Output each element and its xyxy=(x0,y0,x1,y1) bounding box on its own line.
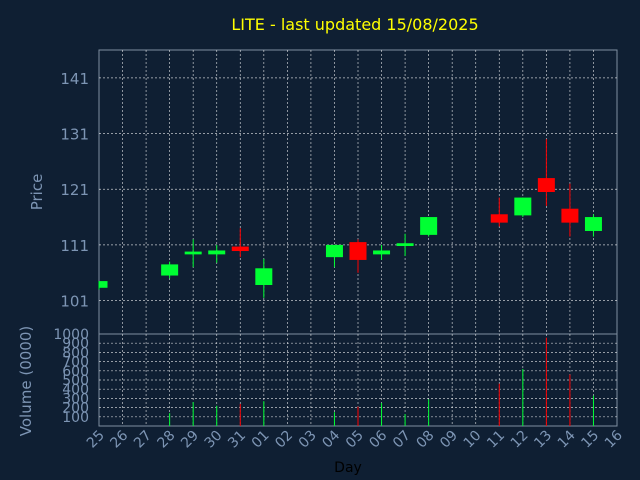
price-tick-label: 131 xyxy=(60,126,89,144)
candle-body xyxy=(561,208,579,223)
x-axis-label: Day xyxy=(334,460,362,476)
x-tick-label: 10 xyxy=(461,428,485,452)
volume-tick-label: 200 xyxy=(62,401,89,417)
volume-tick-label: 100 xyxy=(62,410,89,426)
volume-tick-label: 700 xyxy=(62,355,89,371)
candle-body xyxy=(584,217,602,231)
volume-tick-label: 800 xyxy=(62,345,89,361)
candle-body xyxy=(208,250,226,255)
volume-tick-label: 600 xyxy=(62,364,89,380)
price-tick-label: 141 xyxy=(60,70,89,88)
candle-body xyxy=(373,250,391,255)
x-tick-label: 13 xyxy=(531,428,555,452)
x-tick-label: 03 xyxy=(296,428,320,452)
volume-tick-label: 300 xyxy=(62,391,89,407)
x-tick-label: 07 xyxy=(390,428,414,452)
price-tick-label: 121 xyxy=(60,181,89,199)
candle-body xyxy=(420,217,438,235)
candle-body xyxy=(349,242,367,260)
x-tick-label: 14 xyxy=(555,427,579,451)
candle-body xyxy=(537,178,555,192)
chart-title: LITE - last updated 15/08/2025 xyxy=(231,15,478,34)
x-tick-label: 29 xyxy=(178,428,202,452)
x-tick-label: 31 xyxy=(225,428,249,452)
candle-body xyxy=(231,246,249,252)
x-tick-label: 28 xyxy=(155,428,179,452)
candle-body xyxy=(514,197,532,216)
x-tick-label: 04 xyxy=(319,427,343,451)
x-tick-label: 16 xyxy=(602,427,626,451)
x-tick-label: 06 xyxy=(366,427,390,451)
price-tick-label: 101 xyxy=(60,293,89,311)
x-tick-label: 12 xyxy=(508,428,532,452)
candle-body xyxy=(490,214,508,223)
volume-tick-label: 400 xyxy=(62,382,89,398)
x-tick-label: 15 xyxy=(578,428,602,452)
x-tick-label: 01 xyxy=(249,428,273,452)
x-tick-label: 05 xyxy=(343,428,367,452)
volume-axis-label: Volume (0000) xyxy=(17,326,35,436)
x-tick-label: 08 xyxy=(414,428,438,452)
candle-body xyxy=(255,268,273,285)
x-tick-label: 30 xyxy=(202,428,226,452)
x-tick-label: 02 xyxy=(272,428,296,452)
volume-tick-label: 500 xyxy=(62,373,89,389)
price-axis-label: Price xyxy=(28,174,46,211)
volume-tick-label: 900 xyxy=(62,336,89,352)
x-tick-label: 09 xyxy=(437,428,461,452)
x-tick-label: 27 xyxy=(131,428,155,452)
candle-body xyxy=(99,281,108,288)
candle-body xyxy=(161,264,179,276)
price-tick-label: 111 xyxy=(60,237,89,255)
chart-layer: 25 26 27 28 29 30 31 01 02 03 04 05 06 07 08 09 10 11 12 13… xyxy=(53,49,626,452)
volume-tick-label: 1000 xyxy=(53,327,89,343)
candle-body xyxy=(184,251,202,255)
x-tick-label: 25 xyxy=(84,428,108,452)
x-tick-label: 26 xyxy=(107,427,131,451)
candle-body xyxy=(396,243,414,247)
x-tick-label: 11 xyxy=(484,428,508,452)
candle-body xyxy=(325,244,343,258)
